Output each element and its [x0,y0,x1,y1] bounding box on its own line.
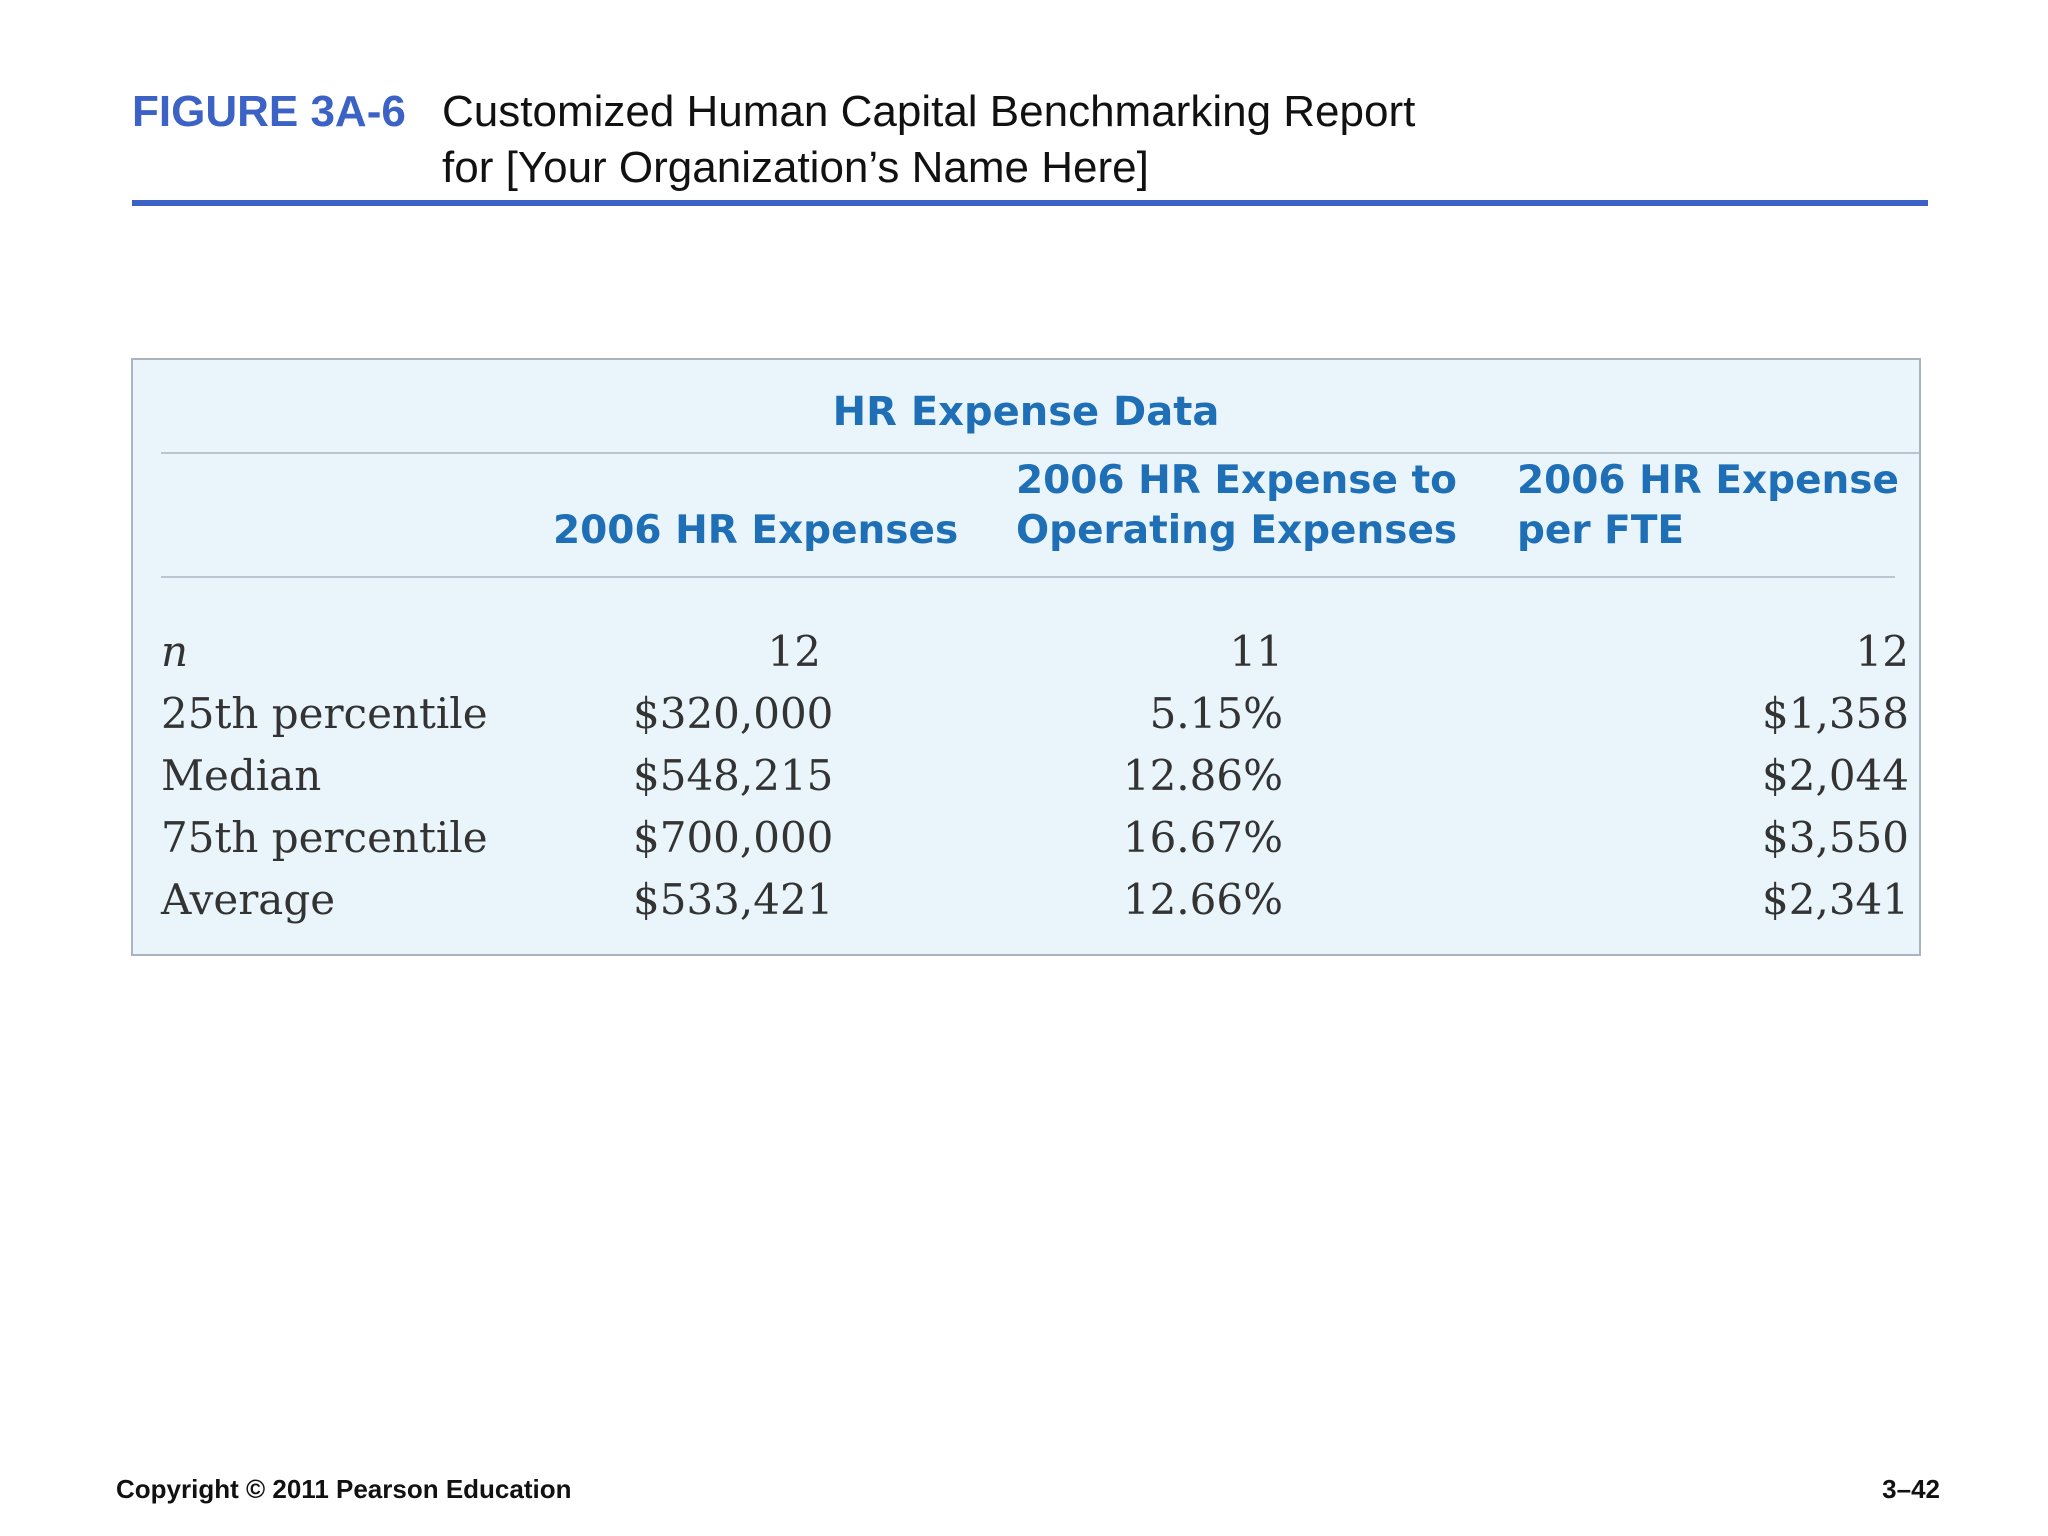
cell-hr-expense-to-operating: 5.15% [1149,689,1283,738]
header-divider [132,200,1928,206]
cell-hr-expenses: $533,421 [633,875,834,924]
column-header-divider [161,576,1895,578]
cell-hr-expense-to-operating: 11 [1229,627,1283,676]
figure-title: Customized Human Capital Benchmarking Re… [442,84,1415,196]
cell-hr-expenses: $700,000 [633,813,834,862]
cell-hr-expense-per-fte: $1,358 [1762,689,1909,738]
cell-hr-expense-per-fte: 12 [1855,627,1909,676]
column-header-line: per FTE [1517,508,1685,553]
column-header-hr-expense-to-operating: 2006 HR Expense to Operating Expenses [1016,456,1457,556]
row-label: Median [161,751,322,800]
table-title-divider [161,452,1919,454]
row-label: Average [161,875,336,924]
table-row-75th-percentile: 75th percentile $700,000 16.67% $3,550 [133,807,1919,869]
figure-label: FIGURE 3A-6 [132,87,406,136]
copyright-notice: Copyright © 2011 Pearson Education [116,1474,572,1504]
figure-title-line-2: for [Your Organization’s Name Here] [442,143,1149,192]
column-header-line: 2006 HR Expense to [1016,458,1457,503]
column-header-line: 2006 HR Expense [1517,458,1899,503]
row-label: n [161,627,189,676]
table-row-median: Median $548,215 12.86% $2,044 [133,745,1919,807]
cell-hr-expenses: $548,215 [633,751,834,800]
column-header-line: Operating Expenses [1016,508,1458,553]
column-header-hr-expense-per-fte: 2006 HR Expense per FTE [1517,456,1899,556]
cell-hr-expense-per-fte: $2,341 [1762,875,1909,924]
cell-hr-expense-per-fte: $2,044 [1762,751,1909,800]
row-label: 25th percentile [161,689,488,738]
table-row-25th-percentile: 25th percentile $320,000 5.15% $1,358 [133,683,1919,745]
table-title: HR Expense Data [832,389,1220,435]
cell-hr-expense-to-operating: 12.86% [1122,751,1283,800]
column-header-hr-expenses: 2006 HR Expenses [553,506,958,556]
figure-title-line-1: Customized Human Capital Benchmarking Re… [442,87,1416,136]
cell-hr-expenses: 12 [767,627,821,676]
hr-expense-table: HR Expense Data 2006 HR Expenses 2006 HR… [131,358,1921,956]
column-header-line: 2006 HR Expenses [553,508,959,553]
page-number: 3–42 [1882,1474,1940,1504]
table-row-average: Average $533,421 12.66% $2,341 [133,869,1919,931]
table-row-n: n 12 11 12 [133,621,1919,683]
cell-hr-expense-per-fte: $3,550 [1762,813,1909,862]
cell-hr-expense-to-operating: 16.67% [1122,813,1283,862]
cell-hr-expenses: $320,000 [633,689,834,738]
cell-hr-expense-to-operating: 12.66% [1122,875,1283,924]
row-label: 75th percentile [161,813,488,862]
